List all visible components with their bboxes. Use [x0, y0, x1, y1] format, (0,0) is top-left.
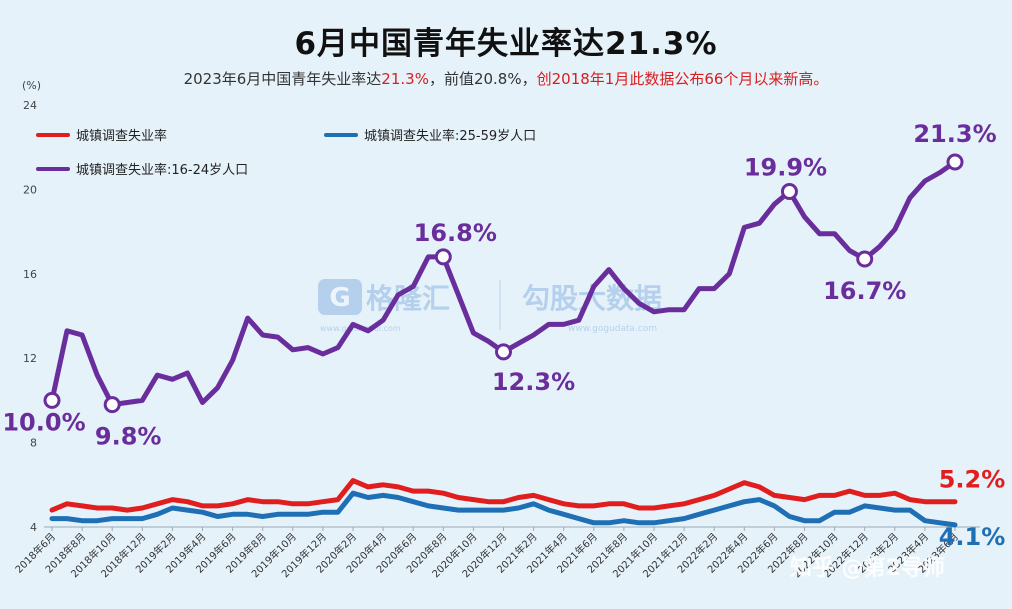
y-tick-label: 24 — [23, 99, 37, 112]
legend: 城镇调查失业率 城镇调查失业率:25-59岁人口 城镇调查失业率:16-24岁人… — [36, 128, 536, 178]
highlight-data-label: 12.3% — [492, 368, 575, 396]
highlight-data-label: 21.3% — [913, 120, 996, 148]
highlight-point-marker — [946, 153, 964, 171]
y-tick-label: 16 — [23, 268, 37, 281]
y-axis: 4 8 12 16 20 24 — [23, 99, 37, 534]
highlight-point-marker — [780, 183, 798, 201]
subtitle-highlight-value: 21.3% — [381, 70, 429, 88]
watermark-corner-text: 知乎 @第2导师 — [790, 555, 945, 581]
end-label-25-59: 4.1% — [939, 523, 1006, 551]
y-tick-label: 12 — [23, 352, 37, 365]
highlight-data-label: 19.9% — [744, 154, 827, 182]
highlight-point-marker — [434, 248, 452, 266]
legend-label-16-24: 城镇调查失业率:16-24岁人口 — [76, 162, 248, 178]
series-line-total — [49, 478, 958, 513]
subtitle-highlight-note: 创2018年1月此数据公布66个月以来新高。 — [536, 70, 829, 88]
chart-title: 6月中国青年失业率达21.3% — [294, 26, 718, 62]
highlight-data-label: 10.0% — [2, 408, 85, 436]
data-labels-layer: 10.0% 9.8% 16.8% 12.3% 19.9% 16.7% 21.3% 5.2% 4.… — [2, 120, 1005, 551]
highlight-data-label: 16.8% — [414, 219, 497, 247]
legend-label-total: 城镇调查失业率 — [76, 128, 167, 144]
highlight-point-marker — [856, 250, 874, 268]
y-tick-label: 20 — [23, 183, 37, 196]
chart-subtitle: 2023年6月中国青年失业率达21.3%，前值20.8%，创2018年1月此数据… — [0, 68, 1012, 89]
y-tick-label: 4 — [30, 521, 37, 534]
watermark-logo-icon — [318, 279, 362, 315]
series-line-25-59 — [49, 490, 958, 528]
highlight-point-marker — [103, 396, 121, 414]
subtitle-part2: ，前值20.8%， — [428, 70, 537, 88]
highlight-data-label: 16.7% — [823, 277, 906, 305]
end-label-total: 5.2% — [939, 466, 1006, 494]
watermark-logo-letter: G — [329, 283, 350, 313]
watermark-group: G 格隆汇 www.gelonghui.com 勾股大数据 www.goguda… — [318, 279, 662, 334]
highlight-data-label: 9.8% — [95, 423, 162, 451]
highlight-point-marker — [43, 391, 61, 409]
legend-label-25-59: 城镇调查失业率:25-59岁人口 — [364, 128, 536, 144]
highlight-point-marker — [495, 343, 512, 361]
y-axis-unit: (%) — [22, 79, 41, 92]
watermark-brand-url: www.gogudata.com — [568, 324, 657, 334]
subtitle-part1: 2023年6月中国青年失业率达 — [183, 70, 382, 88]
y-tick-label: 8 — [30, 437, 37, 450]
